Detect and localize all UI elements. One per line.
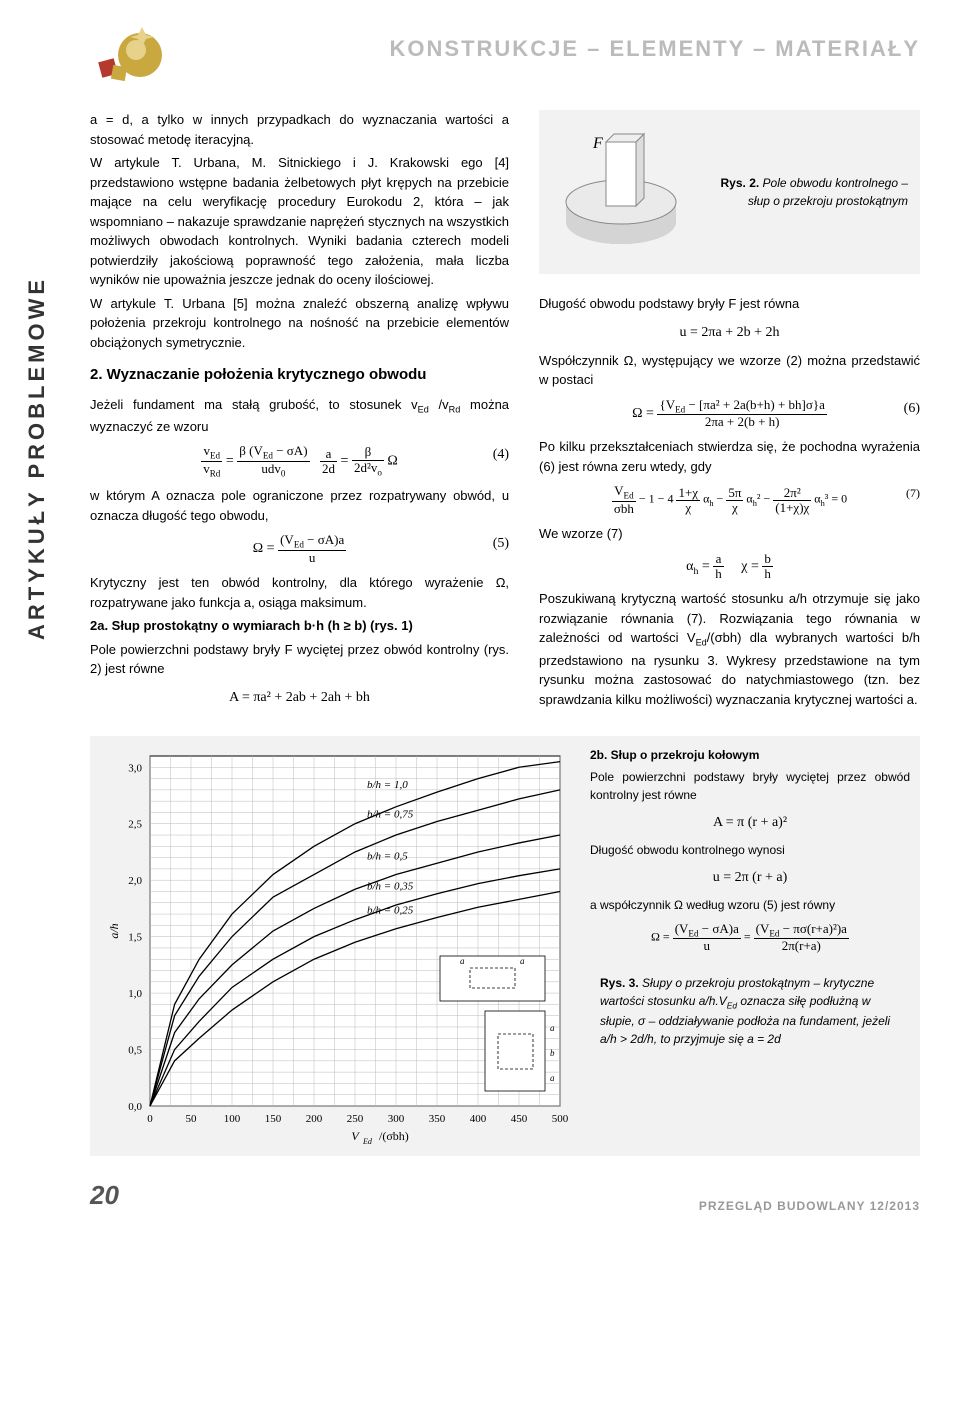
section-title: KONSTRUKCJE – ELEMENTY – MATERIAŁY <box>200 20 920 65</box>
svg-text:b/h = 0,5: b/h = 0,5 <box>367 850 408 862</box>
equation-6: Ω = {VEd − [πa² + 2a(b+h) + bh]σ}a 2πa +… <box>539 398 920 430</box>
page-header: KONSTRUKCJE – ELEMENTY – MATERIAŁY <box>90 20 920 90</box>
equation-A2: A = π (r + a)² <box>590 812 910 833</box>
vertical-section-label: ARTYKUŁY PROBLEMOWE <box>20 276 53 640</box>
para: Pole powierzchni podstawy bryły F wycięt… <box>90 640 509 679</box>
para: Po kilku przekształceniach stwierdza się… <box>539 437 920 476</box>
equation-alpha: αh = ah χ = bh <box>539 552 920 582</box>
svg-text:b/h = 1,0: b/h = 1,0 <box>367 779 408 791</box>
equation-7: VEdσbh − 1 − 4 1+χχ αh − 5πχ αh² − 2π²(1… <box>539 484 920 516</box>
svg-text:Ed: Ed <box>362 1137 373 1146</box>
svg-text:b/h = 0,25: b/h = 0,25 <box>367 904 414 916</box>
equation-5: Ω = (VEd − σA)au (5) <box>90 533 509 565</box>
para: a = d, a tylko w innych przypadkach do w… <box>90 110 509 149</box>
equation-omega2: Ω = (VEd − σA)au = (VEd − πσ(r+a)²)a2π(r… <box>590 922 910 954</box>
heading-2: 2. Wyznaczanie położenia krytycznego obw… <box>90 364 509 387</box>
para: W artykule T. Urbana [5] można znaleźć o… <box>90 294 509 353</box>
svg-text:b/h = 0,35: b/h = 0,35 <box>367 881 414 893</box>
figure-2-svg: F <box>551 122 691 262</box>
para: Krytyczny jest ten obwód kontrolny, dla … <box>90 573 509 612</box>
para: Współczynnik Ω, występujący we wzorze (2… <box>539 351 920 390</box>
heading-2b: 2b. Słup o przekroju kołowym <box>590 748 759 762</box>
para: We wzorze (7) <box>539 524 920 544</box>
equation-A: A = πa² + 2ab + 2ah + bh <box>90 687 509 708</box>
equation-u2: u = 2π (r + a) <box>590 867 910 888</box>
svg-text:V: V <box>351 1129 360 1143</box>
page-footer: 20 PRZEGLĄD BUDOWLANY 12/2013 <box>90 1176 920 1215</box>
chart-side-text: 2b. Słup o przekroju kołowym Pole powier… <box>590 746 910 1146</box>
para: Pole powierzchni podstawy bryły wyciętej… <box>590 768 910 804</box>
ornament-image <box>90 20 180 90</box>
svg-text:1,0: 1,0 <box>128 988 142 1000</box>
svg-text:2,5: 2,5 <box>128 819 142 831</box>
svg-text:50: 50 <box>186 1113 198 1125</box>
publication-ref: PRZEGLĄD BUDOWLANY 12/2013 <box>699 1197 920 1215</box>
heading-2a: 2a. Słup prostokątny o wymiarach b·h (h … <box>90 616 509 636</box>
svg-text:0: 0 <box>147 1113 153 1125</box>
svg-text:450: 450 <box>511 1113 528 1125</box>
para: Jeżeli fundament ma stałą grubość, to st… <box>90 395 509 437</box>
svg-text:0,5: 0,5 <box>128 1044 142 1056</box>
svg-text:200: 200 <box>306 1113 323 1125</box>
svg-text:350: 350 <box>429 1113 446 1125</box>
svg-text:a/h: a/h <box>107 923 121 938</box>
equation-u: u = 2πa + 2b + 2h <box>539 322 920 343</box>
para: Długość obwodu kontrolnego wynosi <box>590 841 910 859</box>
svg-text:100: 100 <box>224 1113 241 1125</box>
svg-text:150: 150 <box>265 1113 282 1125</box>
page-number: 20 <box>90 1176 119 1215</box>
svg-text:2,0: 2,0 <box>128 875 142 887</box>
svg-text:400: 400 <box>470 1113 487 1125</box>
svg-text:/(σbh): /(σbh) <box>379 1129 409 1143</box>
svg-text:F: F <box>592 135 603 152</box>
svg-text:b/h = 0,75: b/h = 0,75 <box>367 808 414 820</box>
svg-text:300: 300 <box>388 1113 405 1125</box>
svg-text:250: 250 <box>347 1113 364 1125</box>
left-column: a = d, a tylko w innych przypadkach do w… <box>90 110 509 716</box>
equation-4: vEdvRd = β (VEd − σA)udv0 a2d = β2d²vo Ω… <box>90 444 509 478</box>
figure-3-caption: Rys. 3. Słupy o przekroju prostokątnym –… <box>590 964 910 1058</box>
svg-text:a: a <box>550 1023 555 1033</box>
figure-3-chart: 0 50 100 150 200 250 300 350 400 450 500 0,0 0,5 1,0 1… <box>100 746 570 1146</box>
right-column: F Rys. 2. Pole obwodu kontrolnego – słup… <box>539 110 920 716</box>
para: W artykule T. Urbana, M. Sitnickiego i J… <box>90 153 509 290</box>
chart-and-side: 0 50 100 150 200 250 300 350 400 450 500 0,0 0,5 1,0 1… <box>90 736 920 1156</box>
para: Poszukiwaną krytyczną wartość stosunku a… <box>539 589 920 709</box>
figure-2: F Rys. 2. Pole obwodu kontrolnego – słup… <box>539 110 920 274</box>
figure-2-caption: Rys. 2. Pole obwodu kontrolnego – słup o… <box>709 174 908 210</box>
para: a współczynnik Ω według wzoru (5) jest r… <box>590 896 910 914</box>
svg-text:b: b <box>550 1048 555 1058</box>
svg-text:500: 500 <box>552 1113 569 1125</box>
svg-text:3,0: 3,0 <box>128 762 142 774</box>
para: Długość obwodu podstawy bryły F jest rów… <box>539 294 920 314</box>
svg-text:a: a <box>550 1073 555 1083</box>
svg-text:a: a <box>520 956 525 966</box>
para: w którym A oznacza pole ograniczone prze… <box>90 486 509 525</box>
svg-text:a: a <box>460 956 465 966</box>
svg-text:0,0: 0,0 <box>128 1101 142 1113</box>
svg-text:1,5: 1,5 <box>128 931 142 943</box>
